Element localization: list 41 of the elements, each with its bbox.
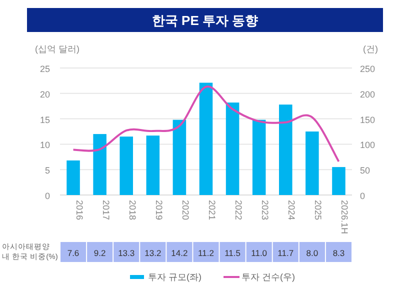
picture-title-banner: 한국 PE 투자 동향 xyxy=(27,8,383,32)
y2-tick-label: 50 xyxy=(360,166,370,176)
bar xyxy=(66,160,80,195)
y2-tick-label: 250 xyxy=(360,64,376,74)
y-tick-label: 15 xyxy=(40,114,50,125)
x-tick-label: 2016 xyxy=(74,200,84,220)
x-tick-label: 2017 xyxy=(100,200,111,220)
y2-axis-title: (건) xyxy=(363,44,378,54)
chart-title: 한국 PE 투자 동향 xyxy=(152,13,258,28)
y2-tick-label: 0 xyxy=(360,191,366,201)
x-tick-label: 2021 xyxy=(207,200,217,220)
x-tick-label: 2024 xyxy=(286,200,297,220)
bar xyxy=(146,136,160,195)
bar xyxy=(252,120,266,195)
x-tick-label: 2023 xyxy=(260,200,270,220)
legend-label: 투자 건수(우) xyxy=(242,272,295,282)
bar xyxy=(172,120,186,195)
bar xyxy=(306,132,319,195)
x-tick-label: 2019 xyxy=(154,200,164,220)
y-axis-title: (십억 달러) xyxy=(35,44,80,54)
y-tick-label: 5 xyxy=(44,166,50,176)
legend-label: 투자 규모(좌) xyxy=(148,272,202,282)
x-tick-label: 2026.1H xyxy=(340,200,350,234)
bar xyxy=(279,104,292,195)
y-tick-label: 0 xyxy=(44,191,50,201)
y-tick-label: 20 xyxy=(40,89,50,100)
x-tick-label: 2020 xyxy=(180,200,190,220)
bar xyxy=(332,167,346,195)
bar xyxy=(226,102,240,195)
y2-tick-label: 100 xyxy=(360,140,376,150)
y-tick-label: 10 xyxy=(40,140,50,150)
bar xyxy=(120,136,133,195)
line-series xyxy=(72,86,340,162)
y2-tick-label: 150 xyxy=(360,114,376,125)
bar xyxy=(93,134,106,195)
x-tick-label: 2025 xyxy=(313,200,324,220)
x-tick-label: 2022 xyxy=(234,200,244,220)
y2-tick-label: 200 xyxy=(360,89,376,100)
x-tick-label: 2018 xyxy=(127,200,138,220)
bar xyxy=(199,82,213,195)
y-tick-label: 25 xyxy=(40,64,50,74)
